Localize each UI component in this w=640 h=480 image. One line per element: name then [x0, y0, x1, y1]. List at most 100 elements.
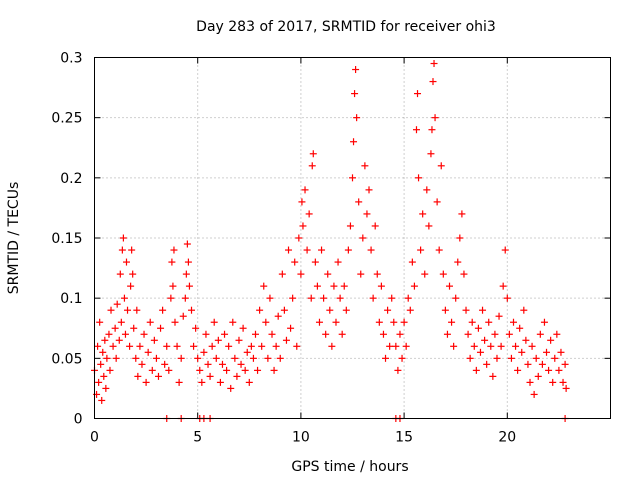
data-point [460, 270, 468, 278]
data-point [369, 294, 377, 302]
data-point [111, 324, 119, 332]
data-point [168, 258, 176, 266]
data-point [142, 378, 150, 386]
data-point [278, 270, 286, 278]
data-point [464, 330, 472, 338]
data-point [351, 90, 359, 98]
data-point [394, 366, 402, 374]
data-point [159, 306, 167, 314]
data-point [324, 270, 332, 278]
data-point [165, 366, 173, 374]
data-point [105, 330, 113, 338]
data-point [305, 210, 313, 218]
data-point [129, 270, 137, 278]
data-point [229, 318, 237, 326]
data-point [138, 360, 146, 368]
x-tick-labels: 0 5 10 15 20 [90, 430, 516, 446]
x-tick-label: 20 [498, 430, 516, 446]
data-point [334, 258, 342, 266]
data-point [415, 174, 423, 182]
data-point [119, 234, 127, 242]
data-point [402, 342, 410, 350]
data-point [103, 354, 111, 362]
data-point [100, 372, 108, 380]
data-point [428, 126, 436, 134]
data-point [328, 342, 336, 350]
data-point [365, 186, 373, 194]
data-point [293, 342, 301, 350]
data-point [479, 306, 487, 314]
data-point [185, 282, 193, 290]
data-point [371, 222, 379, 230]
data-point [452, 294, 460, 302]
data-point [245, 378, 253, 386]
data-point [132, 354, 140, 362]
data-point [133, 306, 141, 314]
data-point [487, 342, 495, 350]
data-point [503, 294, 511, 302]
data-point [448, 318, 456, 326]
data-point [338, 330, 346, 338]
data-point [167, 294, 175, 302]
data-point [251, 330, 259, 338]
data-point [545, 366, 553, 374]
data-point [443, 330, 451, 338]
data-point [223, 366, 231, 374]
data-point [524, 360, 532, 368]
data-point [112, 354, 120, 362]
data-point [163, 342, 171, 350]
data-point [526, 378, 534, 386]
data-point [522, 336, 530, 344]
data-point [462, 306, 470, 314]
data-point [150, 336, 158, 344]
data-point [454, 258, 462, 266]
data-point [198, 378, 206, 386]
data-point [126, 342, 134, 350]
data-point [357, 270, 365, 278]
data-point [555, 366, 563, 374]
data-point [140, 330, 148, 338]
data-point [400, 318, 408, 326]
data-point [396, 330, 404, 338]
data-point [520, 306, 528, 314]
data-point [557, 348, 565, 356]
data-point [272, 342, 280, 350]
data-point [146, 318, 154, 326]
y-tick-label: 0 [74, 412, 83, 428]
data-point [113, 300, 121, 308]
data-point [237, 360, 245, 368]
data-point [509, 318, 517, 326]
data-point [458, 210, 466, 218]
data-point [274, 312, 282, 320]
x-tick-label: 0 [90, 430, 99, 446]
data-point [148, 366, 156, 374]
y-axis-label: SRMTID / TECUs [6, 182, 22, 295]
data-points [91, 60, 570, 422]
data-point [530, 390, 538, 398]
data-point [483, 360, 491, 368]
data-point [262, 318, 270, 326]
data-point [204, 360, 212, 368]
data-point [308, 162, 316, 170]
data-point [307, 294, 315, 302]
data-point [311, 258, 319, 266]
data-point [497, 342, 505, 350]
data-point [534, 372, 542, 380]
data-point [179, 312, 187, 320]
data-point [349, 174, 356, 182]
data-point [430, 60, 438, 68]
data-point [516, 324, 524, 332]
data-point [301, 186, 309, 194]
data-point [303, 246, 311, 254]
data-point [499, 282, 507, 290]
data-point [173, 342, 181, 350]
data-point [359, 234, 367, 242]
data-point [120, 294, 128, 302]
y-tick-label: 0.05 [51, 351, 82, 367]
data-point [136, 342, 144, 350]
y-tick-label: 0.15 [51, 231, 82, 247]
data-point [489, 372, 497, 380]
data-point [512, 342, 520, 350]
data-point [144, 348, 152, 356]
